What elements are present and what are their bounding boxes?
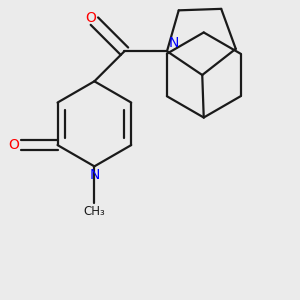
- Text: N: N: [89, 168, 100, 182]
- Text: O: O: [86, 11, 97, 25]
- Text: N: N: [169, 36, 179, 50]
- Text: O: O: [8, 138, 19, 152]
- Text: CH₃: CH₃: [83, 205, 105, 218]
